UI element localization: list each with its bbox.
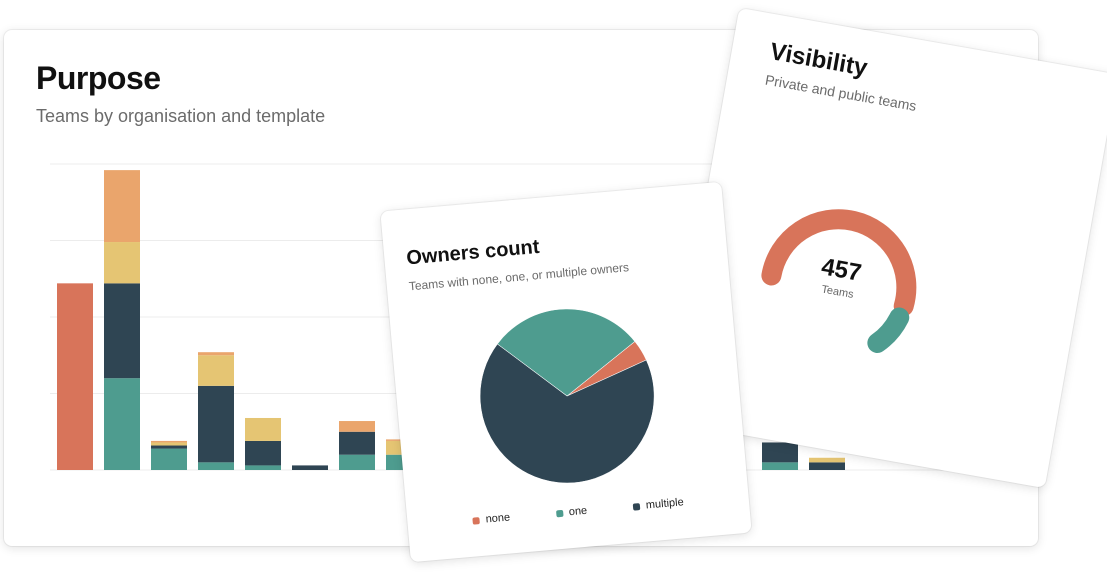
bar-segment-yellow[interactable] xyxy=(104,242,140,284)
purpose-bar-chart xyxy=(50,163,1004,471)
bar-segment-navy[interactable] xyxy=(809,462,845,470)
bar-segment-yellow[interactable] xyxy=(245,417,281,441)
bar-segment-teal[interactable] xyxy=(339,454,375,470)
pie-slice-multiple[interactable] xyxy=(475,331,661,491)
owners-pie-chart xyxy=(475,303,661,491)
bar-segment-yellow[interactable] xyxy=(809,457,845,463)
visibility-card: Visibility Private and public teams 457 … xyxy=(666,7,1107,489)
bar-segment-navy[interactable] xyxy=(762,442,798,463)
bar-segment-yellow[interactable] xyxy=(151,442,187,446)
bar-segment-navy[interactable] xyxy=(339,431,375,455)
purpose-title: Purpose xyxy=(36,60,161,96)
visibility-gauge: 457 Teams xyxy=(761,209,917,353)
gauge-total-value: 457 xyxy=(819,253,863,287)
legend-swatch-multiple xyxy=(632,502,641,511)
bar-segment-teal[interactable] xyxy=(198,462,234,470)
owners-card: Owners count Teams with none, one, or mu… xyxy=(380,181,752,563)
bar-segment-navy[interactable] xyxy=(151,445,187,449)
bar-segment-navy[interactable] xyxy=(292,465,328,470)
bar-segment-teal[interactable] xyxy=(151,448,187,470)
bar-segment-navy[interactable] xyxy=(245,440,281,466)
bar-segment-peach[interactable] xyxy=(151,440,187,443)
gauge-public-segment[interactable] xyxy=(867,307,910,353)
bar-segment-navy[interactable] xyxy=(198,385,234,463)
purpose-subtitle: Teams by organisation and template xyxy=(36,106,326,126)
bar-segment-teal[interactable] xyxy=(245,465,281,470)
bar-segment-orange[interactable] xyxy=(57,283,93,470)
gauge-private-segment[interactable] xyxy=(761,209,917,317)
gauge-total-unit: Teams xyxy=(820,283,854,301)
pie-slice-one[interactable] xyxy=(495,303,639,402)
bar-segment-peach[interactable] xyxy=(104,170,140,243)
bar-segment-navy[interactable] xyxy=(104,283,140,379)
bar-segment-yellow[interactable] xyxy=(198,355,234,386)
legend-swatch-one xyxy=(555,509,564,517)
legend-swatch-none xyxy=(472,516,481,525)
legend-label-none: none xyxy=(485,511,511,526)
bar-segment-peach[interactable] xyxy=(198,352,234,356)
bar-segment-peach[interactable] xyxy=(339,421,375,432)
bar-segment-teal[interactable] xyxy=(104,378,140,470)
bar-segment-teal[interactable] xyxy=(762,462,798,470)
legend-label-one: one xyxy=(568,504,588,519)
